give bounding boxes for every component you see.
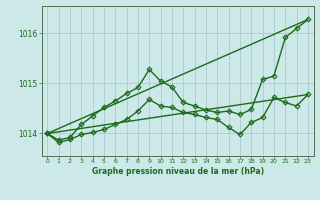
X-axis label: Graphe pression niveau de la mer (hPa): Graphe pression niveau de la mer (hPa) (92, 167, 264, 176)
